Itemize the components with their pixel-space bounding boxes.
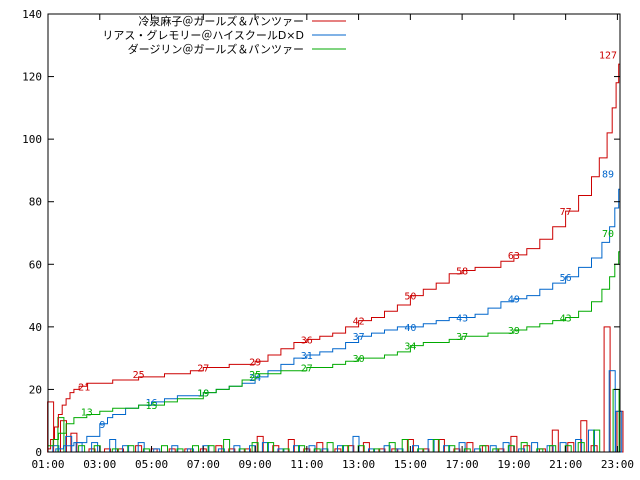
value-label-s0-9: 77 xyxy=(560,207,572,218)
value-label-s1-3: 24 xyxy=(249,373,261,384)
series-line-1 xyxy=(48,173,621,453)
value-label-s1-0: 9 xyxy=(99,420,105,431)
value-label-s1-9: 56 xyxy=(560,273,572,284)
legend-entry-2: ダージリン＠ガールズ＆パンツァー xyxy=(128,42,304,56)
value-label-s0-2: 27 xyxy=(197,364,209,375)
x-tick-label-2: 05:00 xyxy=(135,458,168,471)
legend-entry-0: 冷泉麻子＠ガールズ＆パンツァー xyxy=(138,14,304,28)
value-label-s0-4: 36 xyxy=(301,335,313,346)
value-label-s1-2: 19 xyxy=(197,389,209,400)
value-label-s1-1: 16 xyxy=(145,398,157,409)
y-tick-label-2: 40 xyxy=(29,321,42,334)
value-label-s1-6: 40 xyxy=(404,323,416,334)
x-tick-label-8: 17:00 xyxy=(446,458,479,471)
value-label-s0-1: 25 xyxy=(133,370,145,381)
x-tick-label-10: 21:00 xyxy=(549,458,582,471)
legend: 冷泉麻子＠ガールズ＆パンツァーリアス・グレモリー＠ハイスクールD×Dダージリン＠… xyxy=(102,14,346,56)
value-label-s2-2: 19 xyxy=(197,389,209,400)
y-tick-label-3: 60 xyxy=(29,258,42,271)
y-tick-label-6: 120 xyxy=(22,71,42,84)
value-label-s2-9: 43 xyxy=(560,314,572,325)
x-tick-label-1: 03:00 xyxy=(83,458,116,471)
value-label-s2-7: 37 xyxy=(456,332,468,343)
series-line-2 xyxy=(48,233,621,447)
y-tick-label-7: 140 xyxy=(22,8,42,21)
value-label-s2-10: 70 xyxy=(602,229,614,240)
y-tick-label-0: 0 xyxy=(35,446,42,459)
hourly-bars xyxy=(47,326,624,453)
value-label-s1-10: 89 xyxy=(602,170,614,181)
value-label-s2-3: 25 xyxy=(249,370,261,381)
x-tick-label-9: 19:00 xyxy=(497,458,530,471)
value-label-s1-4: 31 xyxy=(301,351,313,362)
axes: 0 20 40 60 80 100 120 140 01:00 03:00 05:00 07:00 09… xyxy=(22,8,634,471)
value-label-s0-8: 63 xyxy=(508,251,520,262)
x-tick-label-5: 11:00 xyxy=(290,458,323,471)
x-tick-label-7: 15:00 xyxy=(394,458,427,471)
y-tick-label-4: 80 xyxy=(29,196,42,209)
x-tick-label-6: 13:00 xyxy=(342,458,375,471)
x-tick-label-4: 09:00 xyxy=(238,458,271,471)
plot-frame xyxy=(47,13,621,453)
x-tick-label-0: 01:00 xyxy=(31,458,64,471)
value-label-s2-1: 15 xyxy=(145,401,157,412)
value-label-s2-8: 39 xyxy=(508,326,520,337)
value-label-s0-10: 127 xyxy=(599,51,617,62)
y-tick-label-1: 20 xyxy=(29,383,42,396)
legend-entry-1: リアス・グレモリー＠ハイスクールD×D xyxy=(102,28,304,42)
value-label-s1-7: 43 xyxy=(456,314,468,325)
value-label-s1-8: 49 xyxy=(508,295,520,306)
value-label-s0-5: 42 xyxy=(353,317,365,328)
value-label-s2-0: 13 xyxy=(81,407,93,418)
value-labels: 21 25 27 29 36 42 50 58 63 77 127 9 16 19 24 31 37 40 43 49… xyxy=(78,51,617,431)
value-label-s0-0: 21 xyxy=(78,382,90,393)
value-label-s2-5: 30 xyxy=(353,354,365,365)
x-tick-label-11: 23:00 xyxy=(601,458,634,471)
value-label-s1-5: 37 xyxy=(353,332,365,343)
value-label-s2-6: 34 xyxy=(404,342,416,353)
series-lines xyxy=(48,54,621,453)
value-label-s0-7: 58 xyxy=(456,267,468,278)
value-label-s0-3: 29 xyxy=(249,357,261,368)
x-tick-label-3: 07:00 xyxy=(187,458,220,471)
y-tick-label-5: 100 xyxy=(22,133,42,146)
value-label-s2-4: 27 xyxy=(301,364,313,375)
hourly-bar-s2-6 xyxy=(161,445,168,453)
value-label-s0-6: 50 xyxy=(404,292,416,303)
series-line-0 xyxy=(48,54,621,450)
